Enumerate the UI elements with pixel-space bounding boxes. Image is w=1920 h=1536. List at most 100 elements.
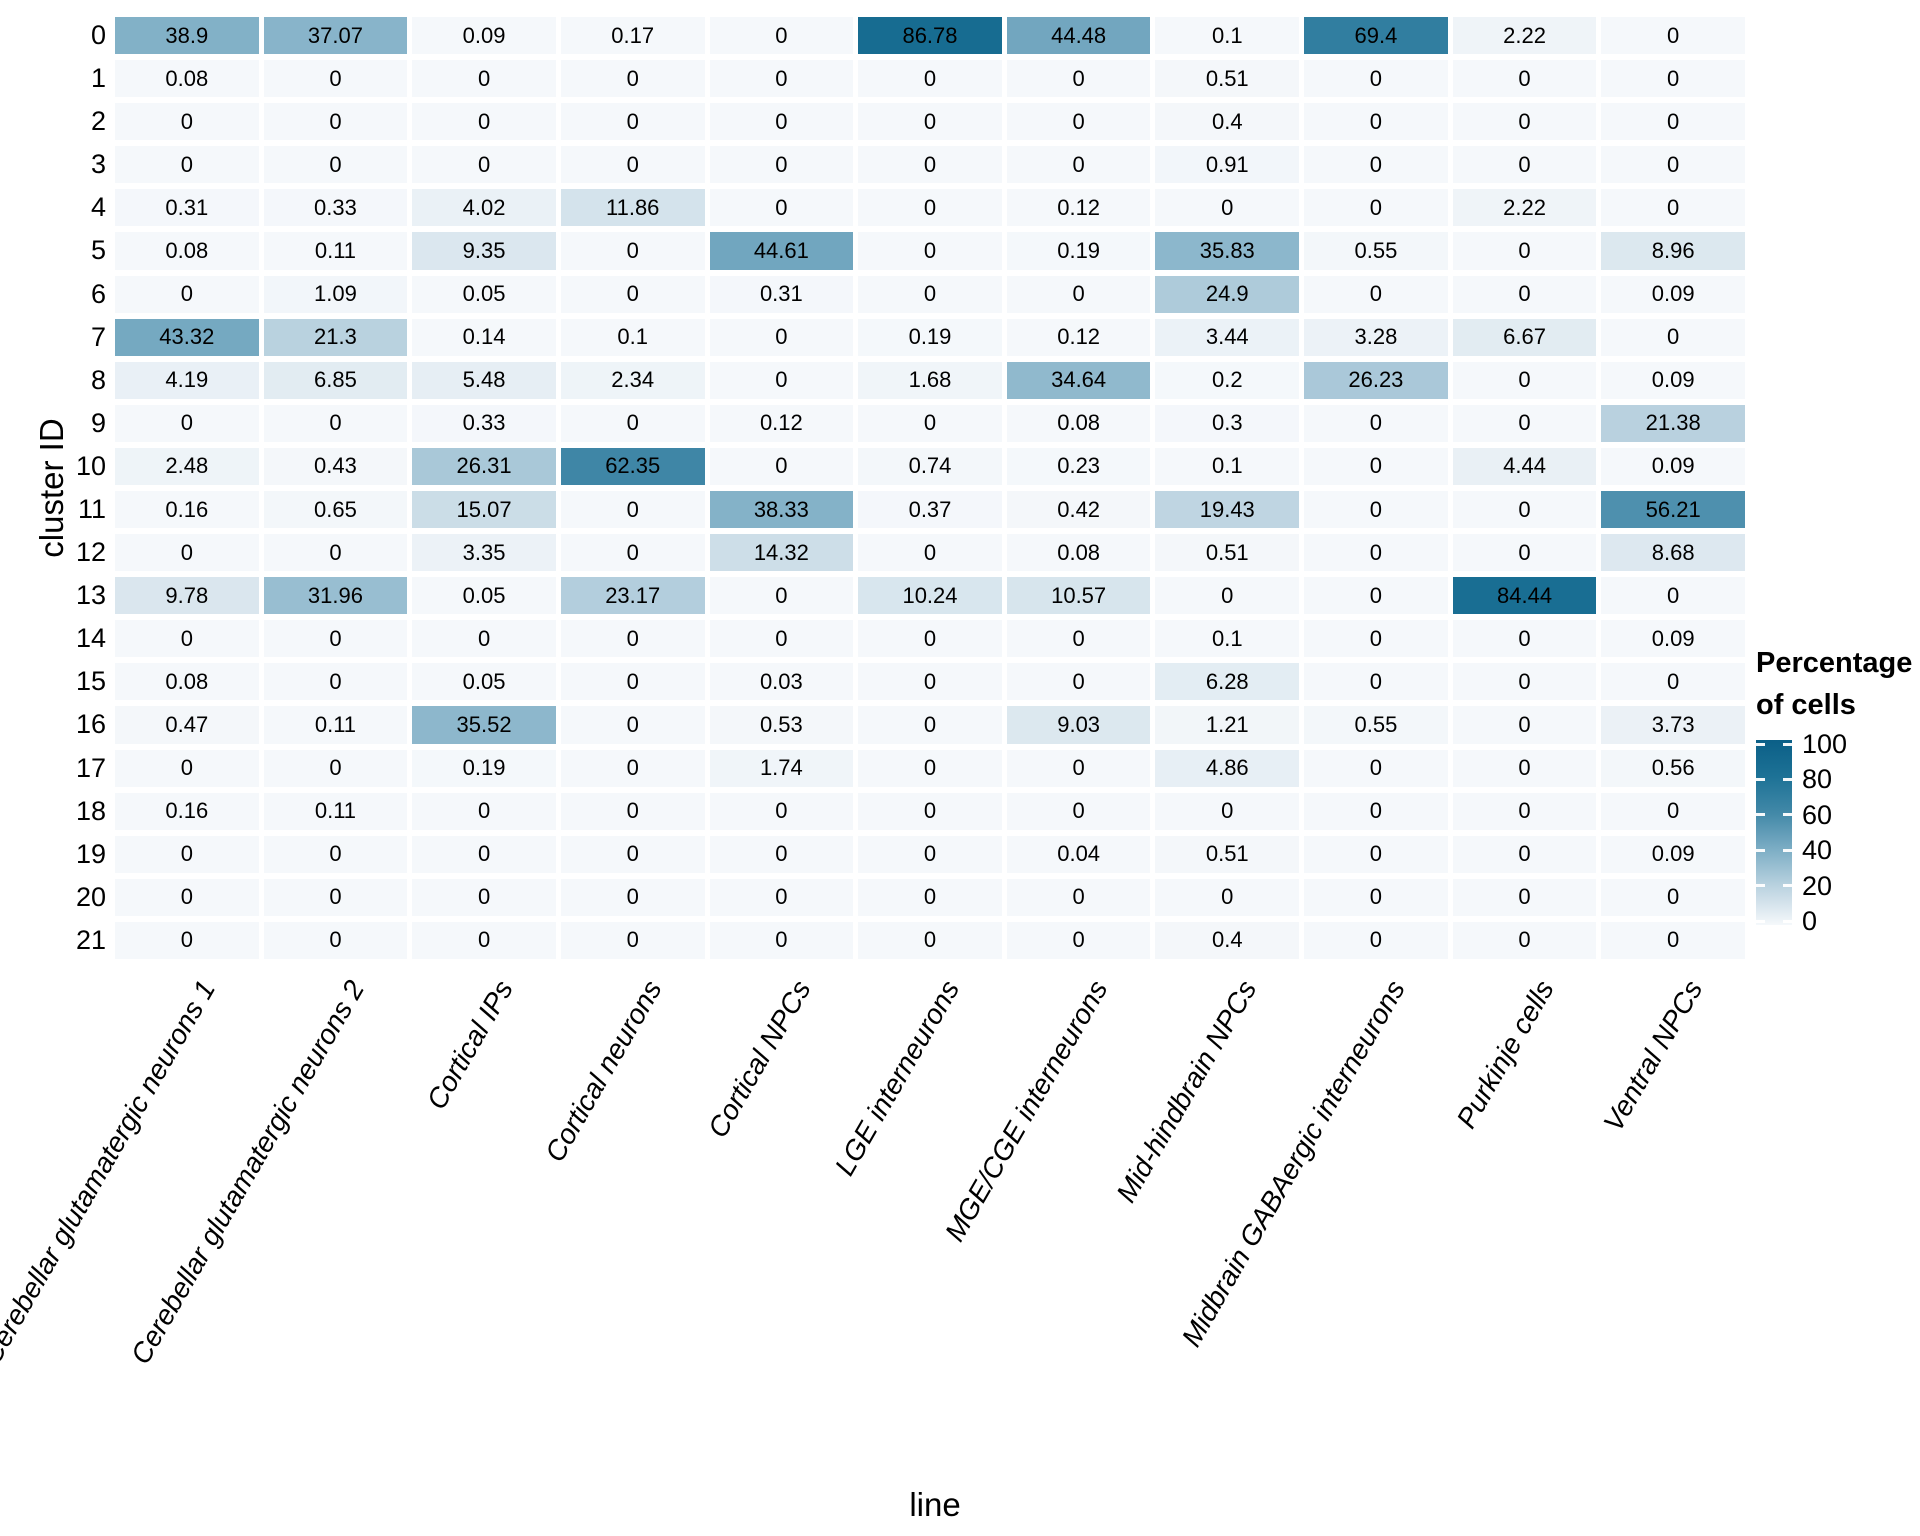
x-tick-label: Cortical NPCs: [701, 975, 817, 1143]
heatmap-cell: 0: [858, 534, 1002, 572]
heatmap-cell: 0: [1452, 490, 1597, 529]
y-tick-label: 1: [90, 63, 106, 94]
y-tick-label: 2: [90, 106, 106, 137]
x-tick-label: Cerebellar glutamatergic neurons 1: [0, 975, 222, 1370]
heatmap-cell: 6.28: [1155, 663, 1300, 701]
y-tick-label: 3: [90, 149, 106, 180]
heatmap-cell: 0.03: [709, 663, 854, 701]
heatmap-cell: 43.32: [115, 318, 259, 356]
heatmap-cell: 0.08: [115, 60, 259, 98]
heatmap-cell: 0.11: [263, 232, 408, 270]
y-tick-label: 4: [90, 192, 106, 223]
heatmap-cell: 0: [560, 792, 705, 830]
heatmap-cell: 0.42: [1006, 490, 1151, 529]
heatmap-cell: 0: [709, 146, 854, 184]
heatmap-cell: 0: [560, 620, 705, 658]
heatmap-cell: 0.51: [1155, 835, 1300, 873]
heatmap-cell: 0: [1601, 663, 1745, 701]
heatmap-cell: 0: [1304, 60, 1448, 98]
legend-tick-label: 80: [1802, 764, 1833, 795]
heatmap-cell: 0: [263, 60, 408, 98]
heatmap-cell: 1.09: [263, 275, 408, 313]
heatmap-cell: 0: [858, 404, 1002, 442]
legend-title-line1: Percentage: [1756, 647, 1913, 679]
heatmap-cell: 0: [1304, 447, 1448, 485]
heatmap-cell: 0: [1452, 921, 1597, 959]
heatmap-cell: 86.78: [858, 17, 1002, 55]
heatmap-cell: 26.23: [1304, 361, 1448, 399]
heatmap-cell: 1.68: [858, 361, 1002, 399]
heatmap-cell: 0: [709, 835, 854, 873]
heatmap-cell: 0.51: [1155, 60, 1300, 98]
heatmap-cell: 0: [858, 620, 1002, 658]
heatmap-cell: 8.96: [1601, 232, 1745, 270]
legend-colorbar: [1756, 740, 1792, 926]
heatmap-cell: 0: [1452, 878, 1597, 916]
heatmap-cell: 84.44: [1452, 577, 1597, 615]
heatmap-cell: 19.43: [1155, 490, 1300, 529]
heatmap-cell: 38.33: [709, 490, 854, 529]
heatmap-cell: 0: [412, 620, 556, 658]
heatmap-cell: 21.3: [263, 318, 408, 356]
heatmap-cell: 0: [709, 189, 854, 227]
heatmap-cell: 0: [1304, 103, 1448, 141]
heatmap-cell: 0: [858, 60, 1002, 98]
heatmap-cell: 0.2: [1155, 361, 1300, 399]
heatmap-cell: 0.12: [709, 404, 854, 442]
heatmap-cell: 3.28: [1304, 318, 1448, 356]
legend-tick-dash: [1756, 884, 1765, 888]
heatmap-cell: 0: [263, 835, 408, 873]
y-tick-label: 16: [75, 709, 106, 740]
y-tick-label: 15: [75, 666, 106, 697]
heatmap-cell: 0.74: [858, 447, 1002, 485]
heatmap-cell: 0: [560, 146, 705, 184]
y-tick-label: 18: [75, 795, 106, 826]
heatmap-cell: 8.68: [1601, 534, 1745, 572]
heatmap-cell: 0: [263, 749, 408, 787]
heatmap-cell: 0: [1304, 835, 1448, 873]
heatmap-cell: 23.17: [560, 577, 705, 615]
heatmap-cell: 5.48: [412, 361, 556, 399]
y-tick-label: 6: [90, 278, 106, 309]
heatmap-cell: 0: [1304, 275, 1448, 313]
heatmap-cell: 0: [1304, 792, 1448, 830]
heatmap-cell: 37.07: [263, 17, 408, 55]
heatmap-cell: 0: [1601, 189, 1745, 227]
legend-tick-label: 40: [1802, 835, 1833, 866]
heatmap-cell: 0: [709, 577, 854, 615]
legend-tick-dash: [1783, 919, 1792, 923]
heatmap-cell: 0: [560, 706, 705, 744]
legend-tick-dash: [1783, 742, 1792, 746]
legend-tick-label: 60: [1802, 799, 1833, 830]
heatmap-cell: 0: [858, 792, 1002, 830]
heatmap-cell: 0: [115, 404, 259, 442]
heatmap-cell: 4.86: [1155, 749, 1300, 787]
heatmap-cell: 0: [1601, 921, 1745, 959]
heatmap-cell: 0: [115, 146, 259, 184]
heatmap-cell: 0: [1452, 534, 1597, 572]
heatmap-cell: 0: [1452, 361, 1597, 399]
heatmap-cell: 0.12: [1006, 189, 1151, 227]
y-tick-label: 19: [75, 838, 106, 869]
legend-tick-dash: [1783, 813, 1792, 817]
heatmap-cell: 0: [1006, 103, 1151, 141]
y-tick-label: 11: [77, 494, 106, 525]
heatmap-cell: 0: [1452, 706, 1597, 744]
heatmap-cell: 0: [1452, 146, 1597, 184]
legend-tick-dash: [1783, 777, 1792, 781]
x-tick-label: LGE interneurons: [828, 975, 965, 1181]
heatmap-cell: 0: [858, 232, 1002, 270]
heatmap-cell: 0: [1006, 620, 1151, 658]
y-tick-label: 12: [75, 537, 106, 568]
heatmap-cell: 0: [858, 749, 1002, 787]
heatmap-cell: 0: [1452, 103, 1597, 141]
y-tick-label: 14: [75, 623, 106, 654]
heatmap-cell: 9.03: [1006, 706, 1151, 744]
heatmap-cell: 9.35: [412, 232, 556, 270]
heatmap-cell: 0: [858, 275, 1002, 313]
heatmap-cell: 0.11: [263, 706, 408, 744]
heatmap-cell: 0.33: [263, 189, 408, 227]
heatmap-cell: 0: [412, 878, 556, 916]
y-tick-label: 9: [90, 407, 106, 438]
heatmap-cell: 0: [1304, 577, 1448, 615]
